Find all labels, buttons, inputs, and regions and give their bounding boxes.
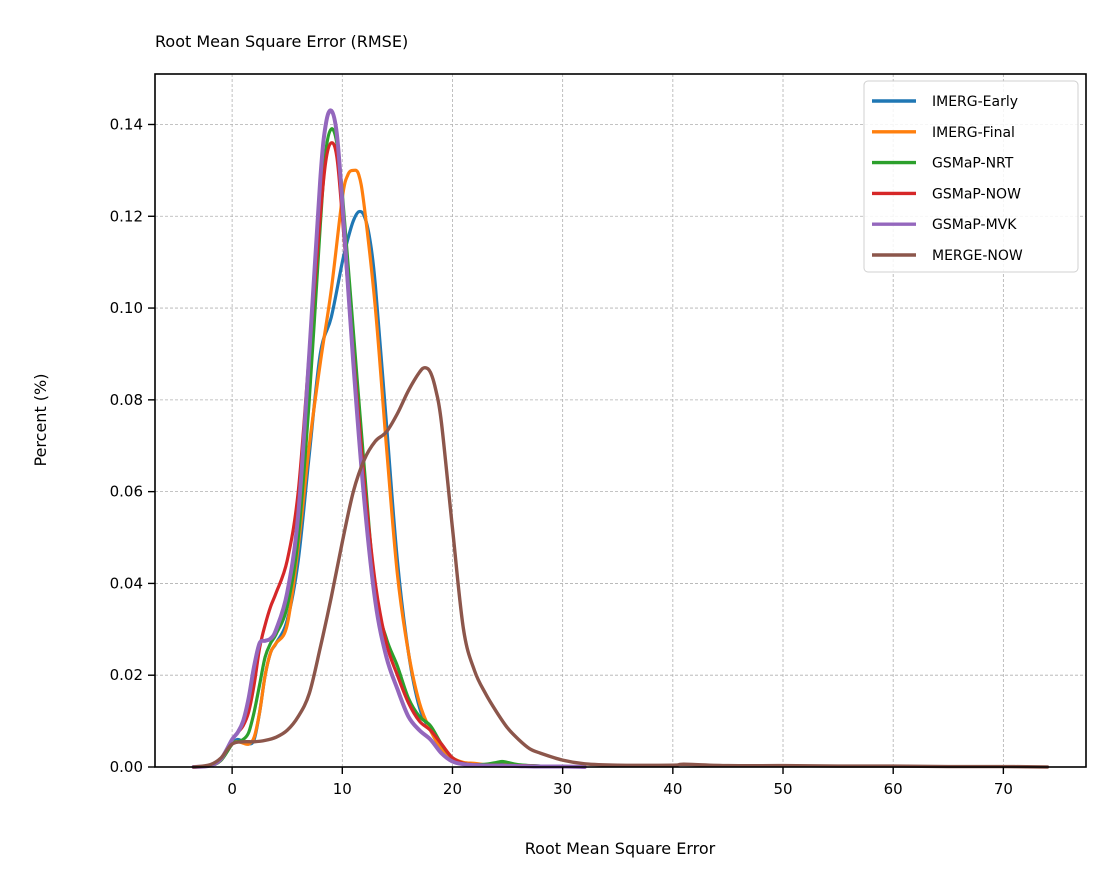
- x-tick-label: 10: [333, 780, 352, 798]
- y-axis-title: Percent (%): [31, 374, 50, 467]
- series-line-gsmap-mvk: [191, 108, 587, 769]
- legend-box: [863, 80, 1079, 273]
- y-tick-label: 0.00: [110, 758, 143, 776]
- legend-label-gsmap-mvk: GSMaP-MVK: [932, 217, 1017, 233]
- plot-frame: [154, 73, 1087, 768]
- x-tick-label: 20: [443, 780, 462, 798]
- series-lines: [191, 108, 1050, 769]
- y-tick-label: 0.14: [110, 115, 143, 133]
- legend-label-gsmap-nrt: GSMaP-NRT: [932, 156, 1014, 172]
- legend-label-merge-now: MERGE-NOW: [932, 248, 1023, 264]
- y-tick-label: 0.02: [110, 666, 143, 684]
- legend-label-gsmap-now: GSMaP-NOW: [932, 186, 1021, 202]
- legend-label-imerg-final: IMERG-Final: [932, 125, 1015, 141]
- chart-title: Root Mean Square Error (RMSE): [155, 32, 408, 51]
- y-tick-label: 0.06: [110, 483, 143, 501]
- x-axis-ticks: 0 10 20 30 40 50 60 70: [227, 767, 1013, 798]
- x-tick-label: 0: [227, 780, 237, 798]
- x-axis-title: Root Mean Square Error: [525, 839, 716, 858]
- y-tick-label: 0.12: [110, 207, 143, 225]
- y-tick-label: 0.08: [110, 391, 143, 409]
- x-tick-label: 40: [663, 780, 682, 798]
- legend: IMERG-Early IMERG-Final GSMaP-NRT GSMaP-NOW…: [863, 80, 1079, 273]
- x-tick-label: 60: [884, 780, 903, 798]
- x-tick-label: 30: [553, 780, 572, 798]
- legend-label-imerg-early: IMERG-Early: [932, 94, 1018, 110]
- y-tick-label: 0.10: [110, 299, 143, 317]
- series-line-merge-now: [191, 366, 1050, 769]
- x-tick-label: 50: [773, 780, 792, 798]
- y-tick-label: 0.04: [110, 574, 143, 592]
- y-axis-ticks: 0.00 0.02 0.04 0.06 0.08 0.10 0.12 0.14: [110, 115, 155, 776]
- x-tick-label: 70: [994, 780, 1013, 798]
